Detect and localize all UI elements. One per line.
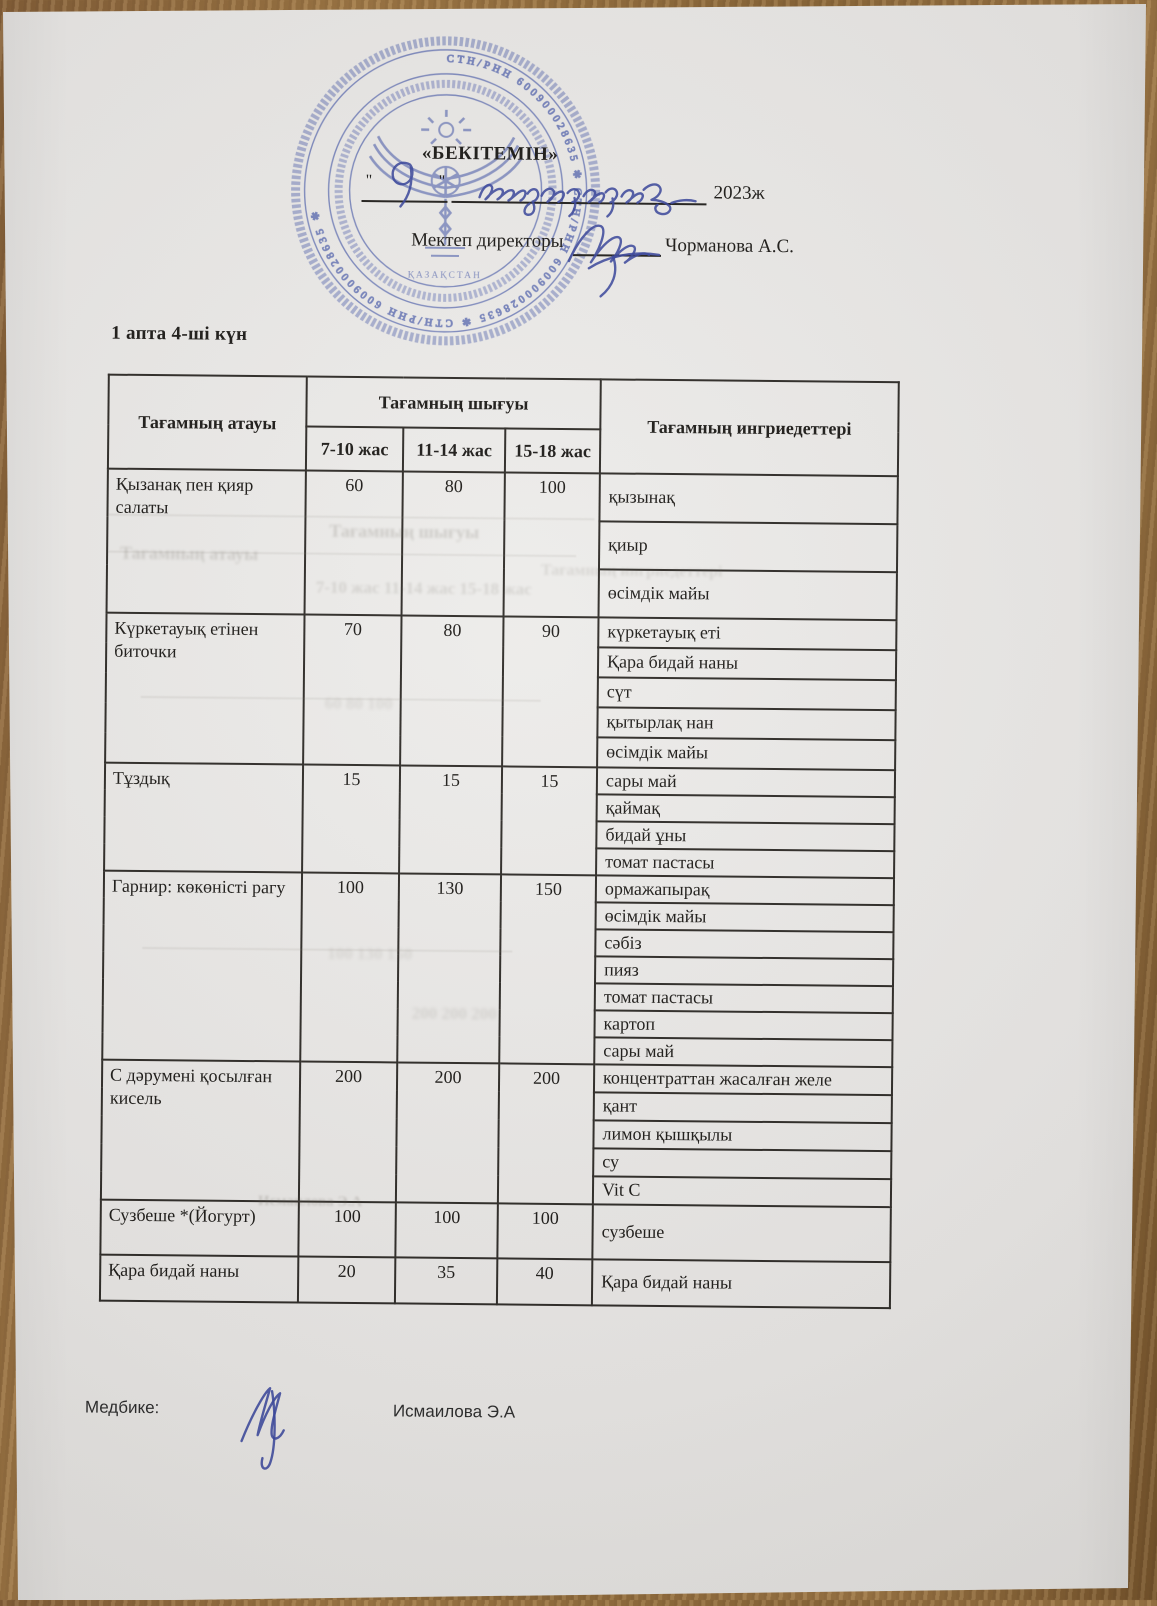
portion-cell: 100 bbox=[395, 1202, 498, 1259]
ingredient-cell: сары май bbox=[596, 767, 896, 798]
menu-table-header-row: Тағамның атауы Тағамның шығуы Тағамның инг… bbox=[107, 374, 899, 477]
handwritten-month bbox=[478, 183, 697, 218]
ingredient-cell: қант bbox=[593, 1092, 892, 1124]
nurse-name: Исмаилова Э.А bbox=[392, 1401, 516, 1422]
ingredient-cell: сәбіз bbox=[595, 929, 894, 960]
dish-cell: Тұздық bbox=[104, 762, 304, 873]
portion-cell: 130 bbox=[397, 873, 502, 1064]
ingredient-cell: концентраттан жасалған желе bbox=[593, 1064, 893, 1096]
dish-cell: Күркетауық етінен биточки bbox=[105, 612, 305, 765]
column-header-age-group: 7-10 жас bbox=[305, 426, 404, 472]
ingredient-cell: сүт bbox=[597, 677, 896, 711]
column-header-age-group: 15-18 жас bbox=[504, 428, 601, 474]
portion-cell: 100 bbox=[298, 1201, 396, 1258]
portion-cell: 60 bbox=[304, 470, 403, 616]
portion-cell: 100 bbox=[300, 872, 400, 1063]
nurse-signature bbox=[240, 1387, 285, 1470]
ingredient-cell: лимон қышқылы bbox=[593, 1120, 892, 1152]
bleed-through-layer: Тағамның шығуы Тағамның атауы 7-10 жас 11-… bbox=[3, 4, 1146, 1210]
portion-cell: 15 bbox=[302, 764, 401, 874]
handwritten-day bbox=[391, 161, 414, 208]
dish-cell: Қызанақ пен қияр салаты bbox=[106, 468, 306, 615]
year-label: 2023ж bbox=[713, 182, 765, 204]
day-close-quote: " bbox=[438, 172, 446, 190]
ingredient-cell: қиыр bbox=[598, 521, 898, 573]
ingredient-cell: томат пастасы bbox=[596, 848, 895, 879]
dish-cell: С дәрумені қосылған кисель bbox=[100, 1059, 301, 1202]
portion-cell: 35 bbox=[394, 1257, 498, 1305]
ingredient-cell: ормажапырақ bbox=[595, 875, 895, 906]
ingredient-cell: бидай ұны bbox=[596, 821, 895, 852]
portion-cell: 70 bbox=[303, 614, 402, 766]
ingredient-cell: томат пастасы bbox=[594, 983, 893, 1014]
ingredient-cell: өсімдік майы bbox=[598, 569, 897, 621]
ingredient-cell: су bbox=[593, 1148, 892, 1180]
ingredient-cell: пияз bbox=[595, 956, 894, 987]
portion-cell: 40 bbox=[496, 1258, 593, 1306]
nurse-label: Медбике: bbox=[84, 1397, 160, 1418]
column-header-output: Тағамның шығуы bbox=[306, 376, 601, 430]
menu-table-row: Қызанақ пен қияр салаты 60 80 100 қызынақ bbox=[106, 468, 898, 618]
menu-table: Тағамның атауы Тағамның шығуы Тағамның инг… bbox=[99, 374, 900, 1310]
portion-cell: 200 bbox=[497, 1063, 595, 1205]
portion-cell: 200 bbox=[395, 1062, 500, 1204]
ingredient-cell: өсімдік майы bbox=[597, 737, 896, 771]
menu-table-section: Тағамның атауы Тағамның шығуы Тағамның инг… bbox=[99, 374, 900, 1310]
period-title: 1 апта 4-ші күн bbox=[111, 322, 248, 345]
portion-cell: 150 bbox=[499, 874, 597, 1065]
portion-cell: 80 bbox=[401, 471, 505, 617]
dish-cell: Қара бидай наны bbox=[99, 1254, 299, 1303]
ingredient-cell: Vit C bbox=[592, 1176, 892, 1208]
portion-cell: 15 bbox=[501, 766, 598, 876]
ingredient-cell: Қара бидай наны bbox=[597, 647, 897, 681]
dish-cell: Гарнир: көкөністі рагу bbox=[102, 870, 303, 1062]
column-header-dish: Тағамның атауы bbox=[107, 374, 307, 471]
menu-table-row: Қара бидай наны 20 35 40 Қара бидай наны bbox=[99, 1254, 891, 1309]
menu-table-row: Күркетауық етінен биточки 70 80 90 күркетауы… bbox=[105, 612, 897, 768]
dish-cell: Сузбеше *(Йогурт) bbox=[100, 1199, 299, 1257]
ingredient-cell: өсімдік майы bbox=[595, 902, 894, 933]
ingredient-cell: сары май bbox=[594, 1037, 893, 1068]
portion-cell: 80 bbox=[400, 615, 504, 767]
ingredient-cell: картоп bbox=[594, 1010, 893, 1041]
ingredient-cell: Қара бидай наны bbox=[591, 1259, 891, 1309]
director-name: Чорманова А.С. bbox=[664, 234, 795, 258]
stamp-inner-text-ring bbox=[334, 79, 557, 302]
column-header-age-group: 11-14 жас bbox=[402, 427, 506, 473]
ingredient-cell: сузбеше bbox=[592, 1204, 891, 1263]
director-signature bbox=[567, 224, 661, 298]
portion-cell: 100 bbox=[497, 1203, 593, 1260]
ingredient-cell: күркетауық еті bbox=[598, 617, 897, 651]
portion-cell: 15 bbox=[399, 765, 503, 875]
portion-cell: 200 bbox=[298, 1061, 398, 1203]
menu-table-row: Сузбеше *(Йогурт) 100 100 100 сузбеше bbox=[100, 1199, 891, 1263]
stamp-emblem-caption: ҚАЗАҚСТАН bbox=[408, 270, 482, 281]
portion-cell: 90 bbox=[502, 616, 599, 768]
director-label: Мектеп директоры bbox=[411, 229, 564, 252]
column-header-ingredients: Тағамның ингриедеттері bbox=[599, 379, 899, 477]
portion-cell: 20 bbox=[297, 1256, 396, 1304]
ingredient-cell: қызынақ bbox=[599, 473, 898, 525]
ingredient-cell: қаймақ bbox=[596, 794, 895, 825]
portion-cell: 100 bbox=[503, 472, 600, 618]
ingredient-cell: қытырлақ нан bbox=[597, 707, 896, 741]
